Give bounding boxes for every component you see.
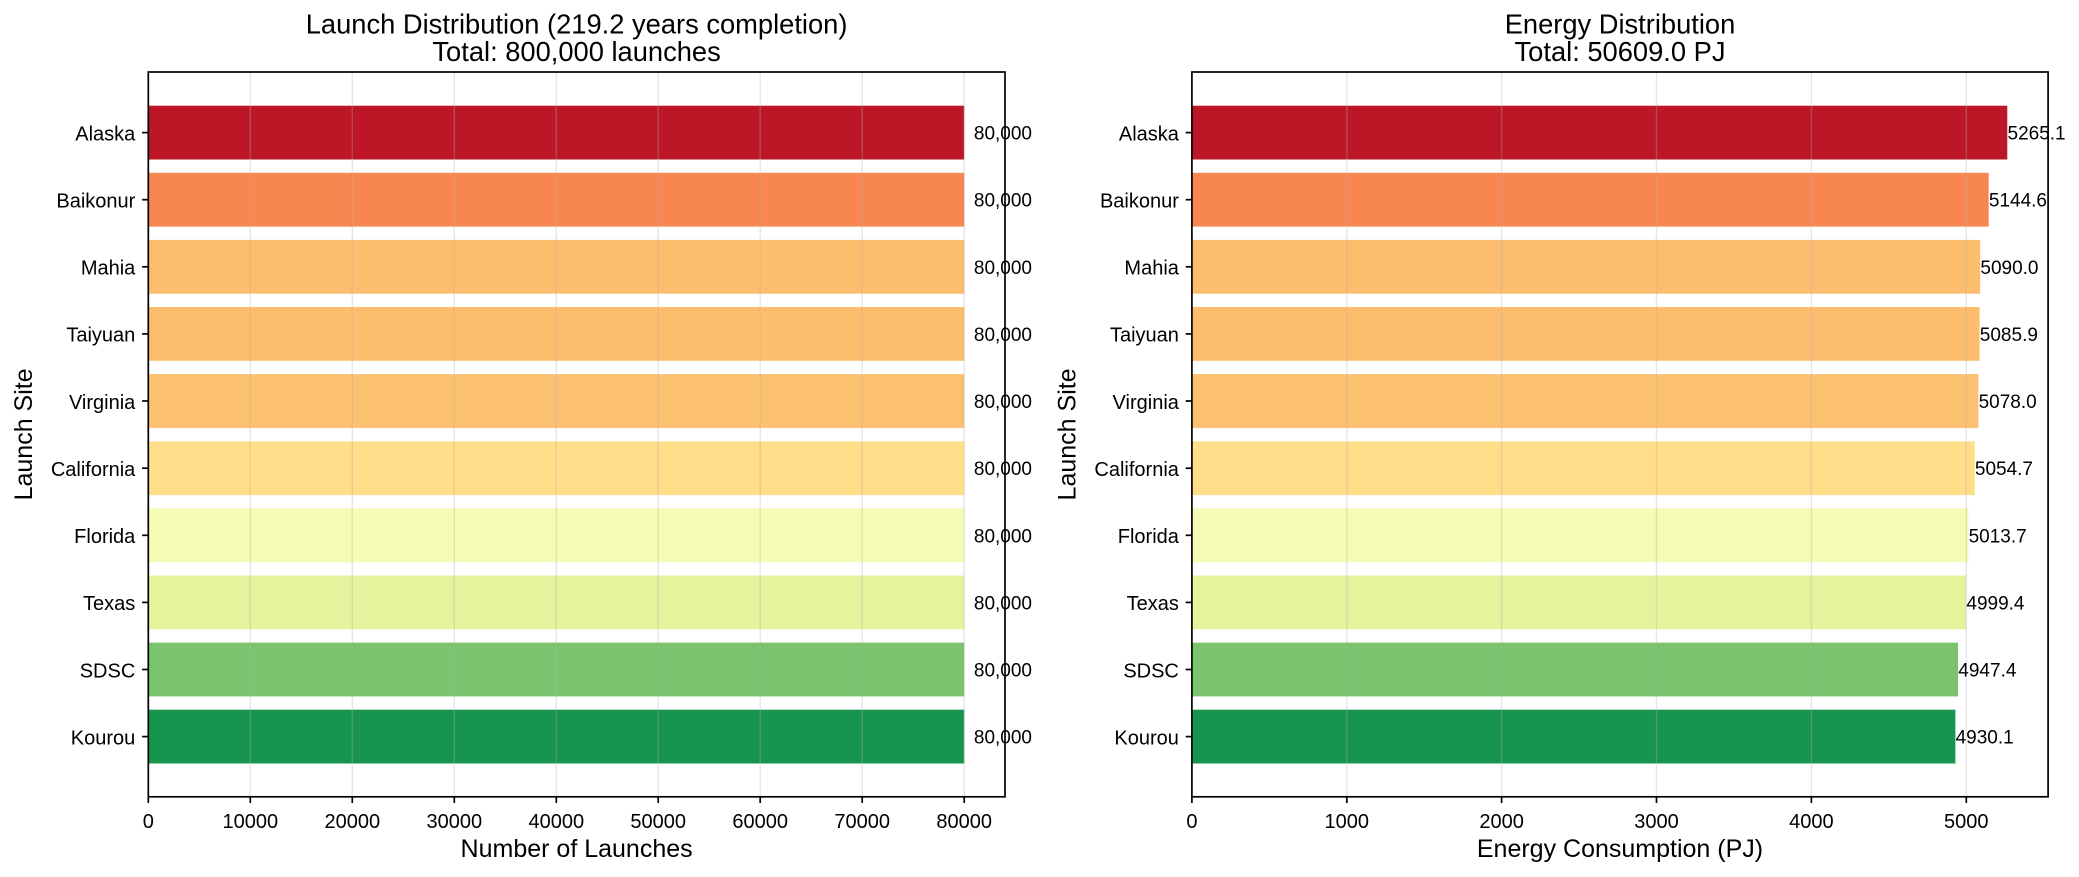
svg-text:5078.0: 5078.0 (1979, 392, 2037, 413)
svg-text:0: 0 (1186, 811, 1197, 833)
svg-text:Kourou: Kourou (1114, 727, 1179, 749)
svg-text:1000: 1000 (1325, 811, 1370, 833)
svg-text:5144.6: 5144.6 (1989, 191, 2047, 212)
svg-text:80,000: 80,000 (974, 593, 1032, 614)
svg-text:Alaska: Alaska (75, 123, 136, 145)
svg-text:80,000: 80,000 (974, 526, 1032, 547)
svg-text:4947.4: 4947.4 (1958, 661, 2017, 682)
svg-text:California: California (1094, 459, 1179, 481)
svg-text:Kourou: Kourou (71, 727, 136, 749)
svg-text:80,000: 80,000 (974, 459, 1032, 480)
svg-text:Texas: Texas (83, 593, 135, 615)
svg-text:SDSC: SDSC (80, 660, 136, 682)
svg-text:80,000: 80,000 (974, 392, 1032, 413)
svg-text:Launch Distribution (219.2 yea: Launch Distribution (219.2 years complet… (306, 8, 848, 39)
svg-text:Mahia: Mahia (1124, 258, 1179, 280)
svg-text:Virginia: Virginia (69, 392, 136, 414)
svg-text:Total: 800,000 launches: Total: 800,000 launches (432, 36, 720, 67)
svg-text:Texas: Texas (1127, 593, 1179, 615)
svg-text:Launch Site: Launch Site (10, 368, 38, 500)
svg-text:60000: 60000 (732, 811, 788, 833)
svg-text:Mahia: Mahia (81, 258, 136, 280)
svg-text:5013.7: 5013.7 (1969, 526, 2027, 547)
svg-text:30000: 30000 (426, 811, 482, 833)
svg-text:80000: 80000 (936, 811, 992, 833)
svg-text:80,000: 80,000 (974, 191, 1032, 212)
svg-text:50000: 50000 (630, 811, 686, 833)
svg-text:4999.4: 4999.4 (1966, 593, 2025, 614)
svg-text:80,000: 80,000 (974, 325, 1032, 346)
svg-text:0: 0 (143, 811, 154, 833)
svg-text:80,000: 80,000 (974, 258, 1032, 279)
svg-text:Launch Site: Launch Site (1054, 368, 1082, 500)
svg-text:Alaska: Alaska (1119, 123, 1180, 145)
svg-text:Florida: Florida (1118, 526, 1180, 548)
svg-text:10000: 10000 (222, 811, 278, 833)
svg-text:80,000: 80,000 (974, 124, 1032, 145)
svg-text:3000: 3000 (1634, 811, 1679, 833)
svg-text:2000: 2000 (1479, 811, 1524, 833)
svg-text:Baikonur: Baikonur (1100, 191, 1179, 213)
svg-text:Virginia: Virginia (1113, 392, 1180, 414)
svg-text:SDSC: SDSC (1123, 660, 1179, 682)
svg-text:California: California (51, 459, 136, 481)
svg-text:5265.1: 5265.1 (2008, 124, 2066, 145)
svg-text:Energy Consumption (PJ): Energy Consumption (PJ) (1477, 835, 1763, 863)
svg-text:80,000: 80,000 (974, 728, 1032, 749)
svg-text:Florida: Florida (74, 526, 136, 548)
svg-text:5085.9: 5085.9 (1980, 325, 2038, 346)
svg-text:5054.7: 5054.7 (1975, 459, 2033, 480)
svg-text:Taiyuan: Taiyuan (1110, 325, 1179, 347)
svg-text:Number of Launches: Number of Launches (461, 835, 693, 863)
svg-text:4000: 4000 (1789, 811, 1834, 833)
svg-text:5000: 5000 (1944, 811, 1989, 833)
svg-text:5090.0: 5090.0 (1980, 258, 2038, 279)
svg-text:20000: 20000 (324, 811, 380, 833)
svg-text:40000: 40000 (528, 811, 584, 833)
svg-text:70000: 70000 (834, 811, 890, 833)
svg-text:4930.1: 4930.1 (1956, 728, 2014, 749)
svg-text:Taiyuan: Taiyuan (66, 325, 135, 347)
svg-text:Energy Distribution: Energy Distribution (1505, 8, 1736, 39)
svg-text:80,000: 80,000 (974, 661, 1032, 682)
svg-text:Baikonur: Baikonur (56, 191, 135, 213)
svg-text:Total: 50609.0 PJ: Total: 50609.0 PJ (1515, 36, 1726, 67)
